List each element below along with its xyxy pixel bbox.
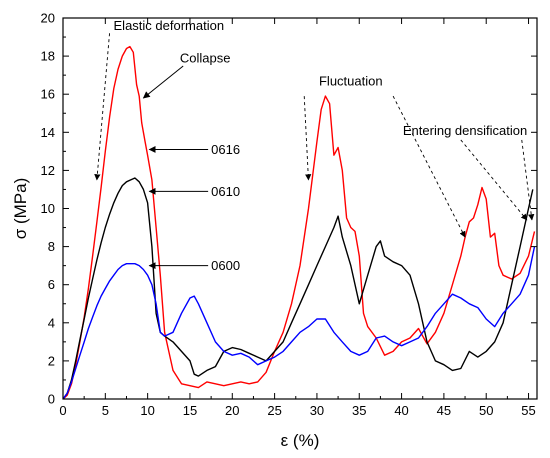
x-tick-label: 35 — [352, 403, 366, 418]
x-tick-label: 30 — [310, 403, 324, 418]
x-tick-label: 45 — [437, 403, 451, 418]
annotation-0600: 0600 — [211, 258, 240, 273]
x-axis-title: ε (%) — [281, 431, 320, 450]
plot-area — [62, 45, 536, 400]
annotation-arrow — [142, 65, 184, 99]
annotation-arrow — [521, 139, 535, 221]
x-tick-label: 25 — [267, 403, 281, 418]
x-tick-label: 50 — [479, 403, 493, 418]
y-tick-label: 12 — [41, 163, 55, 178]
annotation-elastic-deformation: Elastic deformation — [114, 18, 225, 33]
annotation-entering-densification: Entering densification — [403, 123, 527, 138]
y-tick-label: 16 — [41, 87, 55, 102]
x-tick-label: 0 — [59, 403, 66, 418]
y-tick-label: 2 — [48, 353, 55, 368]
y-tick-label: 4 — [48, 315, 55, 330]
x-tick-label: 15 — [183, 403, 197, 418]
plot-frame — [62, 17, 538, 400]
x-tick-label: 40 — [394, 403, 408, 418]
annotation-arrow — [94, 33, 111, 181]
y-tick-label: 10 — [41, 201, 55, 216]
y-tick-label: 20 — [41, 11, 55, 26]
series-line-0600 — [62, 246, 536, 400]
annotation-fluctuation: Fluctuation — [319, 73, 383, 88]
x-tick-label: 5 — [102, 403, 109, 418]
y-tick-label: 18 — [41, 49, 55, 64]
annotation-0610: 0610 — [211, 184, 240, 199]
x-tick-label: 20 — [225, 403, 239, 418]
annotation-0616: 0616 — [211, 142, 240, 157]
annotation-arrow — [460, 139, 528, 221]
axes: 0 5 10 15 20 25 30 35 40 45 50 55 0 2 4 6 8 10 12 14 16 18 20 — [41, 11, 538, 418]
y-tick-label: 8 — [48, 239, 55, 254]
y-axis-title: σ (MPa) — [11, 178, 30, 240]
series-line-0610 — [62, 177, 534, 400]
y-tick-label: 0 — [48, 392, 55, 407]
x-tick-label: 55 — [521, 403, 535, 418]
series-line-0616 — [62, 45, 536, 400]
annotation-collapse: Collapse — [180, 51, 231, 66]
x-tick-label: 10 — [140, 403, 154, 418]
annotation-arrow — [303, 96, 312, 181]
annotation-arrow — [392, 95, 466, 238]
annotations: Elastic deformation Collapse Fluctuation En… — [94, 18, 535, 273]
y-tick-label: 6 — [48, 277, 55, 292]
y-tick-label: 14 — [41, 125, 55, 140]
